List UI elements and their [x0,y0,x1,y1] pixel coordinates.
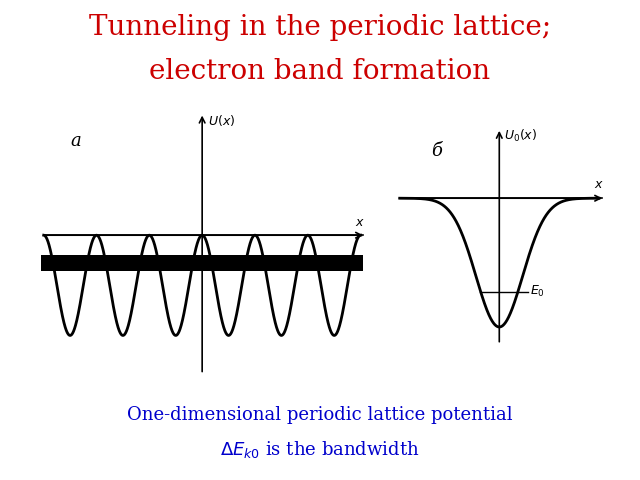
Text: $x$: $x$ [594,178,604,191]
Text: $E_0$: $E_0$ [530,284,545,300]
Text: $x$: $x$ [355,216,365,228]
Text: б: б [431,143,443,160]
Text: $U_0(x)$: $U_0(x)$ [504,128,538,144]
Text: Tunneling in the periodic lattice;: Tunneling in the periodic lattice; [89,14,551,41]
Text: electron band formation: electron band formation [149,58,491,84]
Text: One-dimensional periodic lattice potential: One-dimensional periodic lattice potenti… [127,406,513,423]
Text: $\Delta E_{k0}$: $\Delta E_{k0}$ [198,256,221,270]
Text: $U(x)$: $U(x)$ [209,113,236,128]
Bar [41,255,364,271]
Text: а: а [70,132,81,150]
Text: $\Delta E_{k0}$ is the bandwidth: $\Delta E_{k0}$ is the bandwidth [220,439,420,460]
